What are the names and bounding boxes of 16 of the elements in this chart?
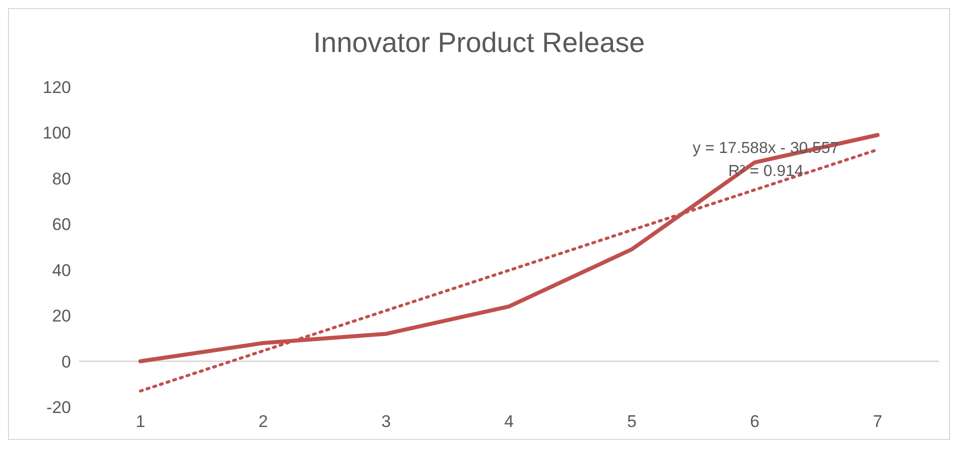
y-tick-label: 60 <box>52 215 71 234</box>
x-tick-label: 2 <box>258 412 268 432</box>
x-tick-label: 6 <box>750 412 760 432</box>
x-tick-label: 4 <box>504 412 514 432</box>
x-tick-label: 1 <box>136 412 146 432</box>
y-tick-label: 120 <box>42 78 71 98</box>
y-tick-label: 0 <box>62 352 71 372</box>
y-tick-label: 100 <box>42 124 71 143</box>
y-tick-label: -20 <box>46 398 71 418</box>
y-tick-label: 20 <box>52 306 71 326</box>
chart-title: Innovator Product Release <box>312 26 646 60</box>
x-tick-label: 7 <box>872 412 882 432</box>
y-tick-label: 80 <box>52 169 71 188</box>
x-tick-label: 3 <box>381 412 391 432</box>
x-tick-label: 5 <box>627 412 637 432</box>
y-tick-label: 40 <box>52 260 71 280</box>
